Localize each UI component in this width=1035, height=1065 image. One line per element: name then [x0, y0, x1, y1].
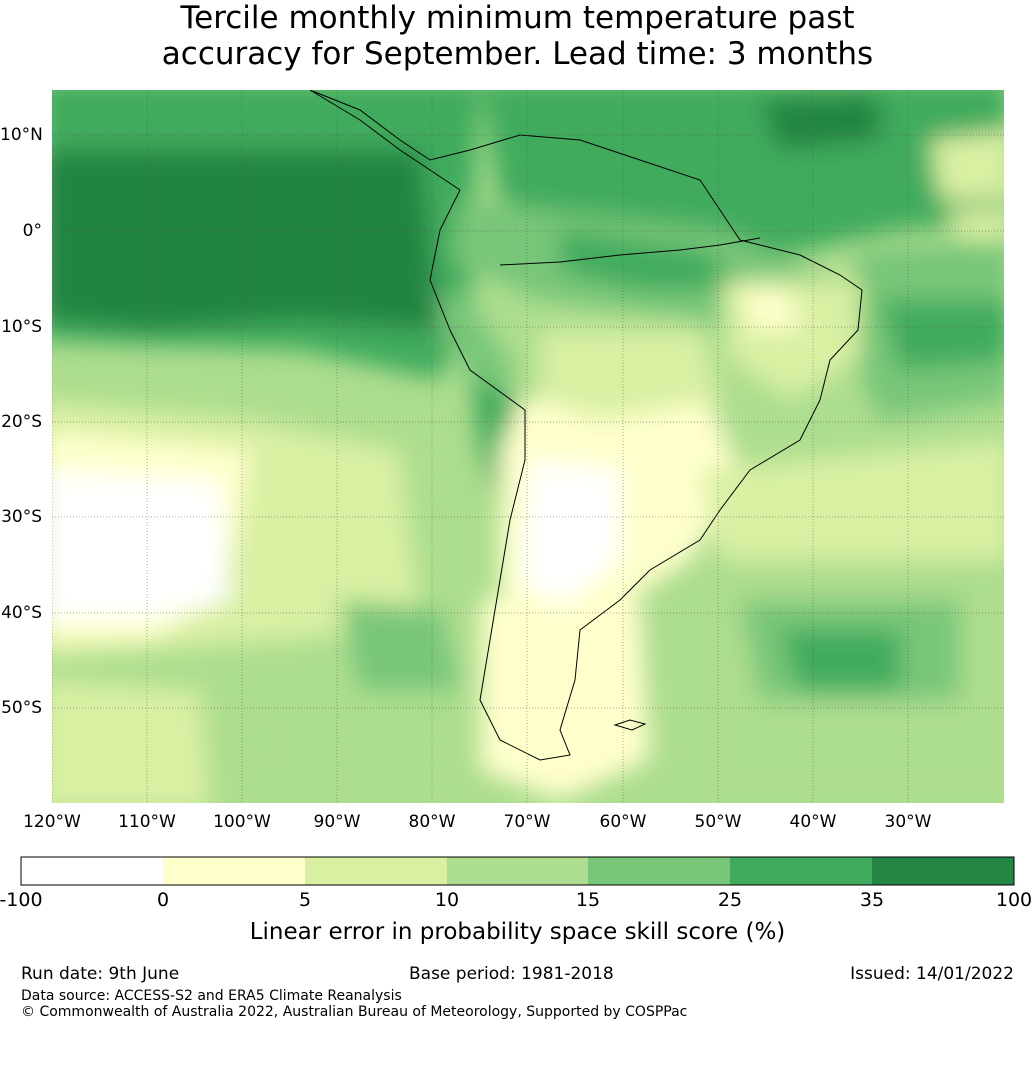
colorbar-tick-label: 25: [717, 889, 743, 911]
lat-label-10n: 10°N: [0, 125, 43, 145]
falklands-islands: [613, 719, 647, 731]
colorbar: [20, 856, 1015, 886]
colorbar-tick-label: 0: [156, 889, 170, 911]
colorbar-tick-label: -100: [0, 889, 43, 911]
colorbar-segment: [588, 857, 730, 885]
map-title: Tercile monthly minimum temperature past…: [0, 0, 1035, 72]
copyright: © Commonwealth of Australia 2022, Austra…: [21, 1004, 688, 1020]
lon-label-70w: 70°W: [503, 812, 551, 832]
lon-label-80w: 80°W: [408, 812, 456, 832]
colorbar-segment: [21, 857, 163, 885]
lon-label-30w: 30°W: [884, 812, 932, 832]
lat-label-40s: 40°S: [1, 603, 42, 623]
data-source: Data source: ACCESS-S2 and ERA5 Climate …: [21, 988, 402, 1004]
issued-date: Issued: 14/01/2022: [850, 964, 1014, 984]
colorbar-segment: [872, 857, 1014, 885]
colorbar-segment: [305, 857, 447, 885]
colorbar-tick-label: 15: [575, 889, 601, 911]
colorbar-segment: [447, 857, 588, 885]
lon-label-120w: 120°W: [23, 812, 81, 832]
lon-label-100w: 100°W: [213, 812, 271, 832]
lat-label-0: 0°: [22, 221, 42, 241]
run-date: Run date: 9th June: [21, 964, 180, 984]
map-title-line-2: accuracy for September. Lead time: 3 mon…: [161, 36, 874, 72]
lon-label-50w: 50°W: [694, 812, 742, 832]
lon-label-40w: 40°W: [789, 812, 837, 832]
colorbar-segment: [163, 857, 305, 885]
colorbar-tick-label: 5: [298, 889, 312, 911]
base-period: Base period: 1981-2018: [409, 964, 614, 984]
lon-label-90w: 90°W: [313, 812, 361, 832]
colorbar-tick-label: 100: [995, 889, 1033, 911]
lat-label-10s: 10°S: [1, 317, 42, 337]
lat-label-30s: 30°S: [1, 507, 42, 527]
colorbar-segment: [730, 857, 872, 885]
colorbar-frame: [20, 856, 1015, 886]
coastline: [309, 90, 863, 761]
skill-field: [52, 90, 1004, 803]
lon-label-110w: 110°W: [118, 812, 176, 832]
map-title-line-1: Tercile monthly minimum temperature past: [180, 0, 855, 36]
lon-label-60w: 60°W: [599, 812, 647, 832]
graticule: [52, 90, 1004, 803]
colorbar-caption: Linear error in probability space skill …: [249, 919, 786, 945]
lat-label-50s: 50°S: [1, 698, 42, 718]
amazon-river: [499, 237, 761, 266]
colorbar-tick-label: 35: [859, 889, 885, 911]
lat-label-20s: 20°S: [1, 412, 42, 432]
colorbar-tick-label: 10: [434, 889, 460, 911]
